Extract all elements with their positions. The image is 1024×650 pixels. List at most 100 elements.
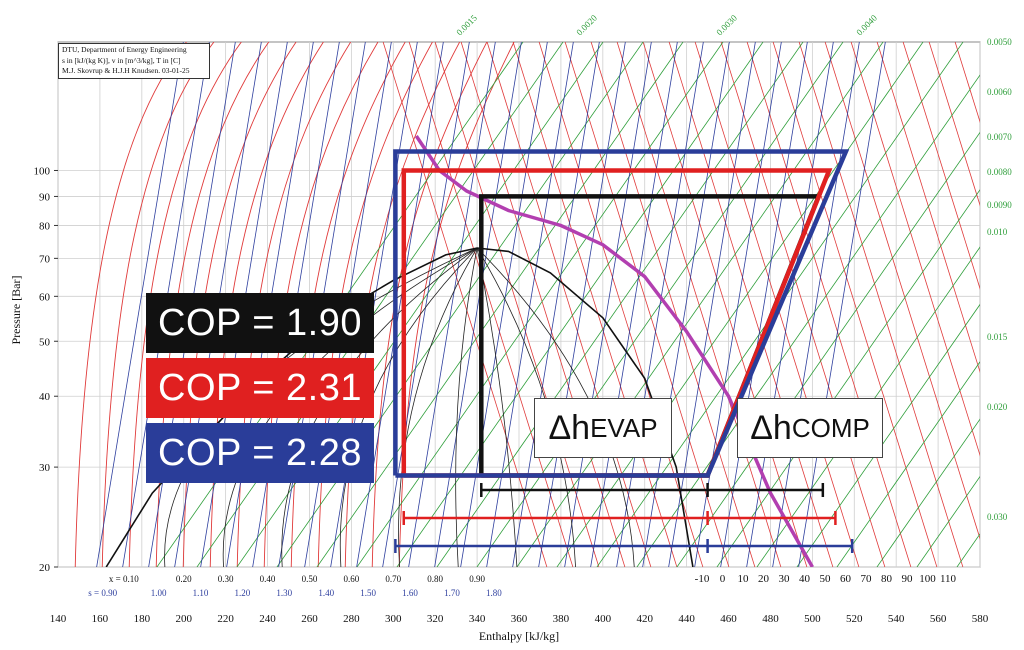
isochore-line [396,42,764,567]
y-tick-label: 50 [39,336,51,348]
isentrope-line [512,42,600,567]
quality-label: 0.20 [176,574,192,584]
isotherm-line [902,42,980,290]
top-volume-label: 0.0015 [454,12,479,37]
background-lines [74,42,980,567]
volume-label: 0.0050 [987,37,1012,47]
isochore-line [796,303,980,567]
isochore-line [516,42,884,567]
isochore-line [356,42,724,567]
x-tick-label: 460 [720,613,737,625]
quality-label: 0.40 [260,574,276,584]
isotherm-line [798,42,964,567]
y-tick-label: 90 [39,191,51,203]
isochore-line [916,475,980,567]
temperature-label: 0 [720,573,726,585]
x-tick-label: 220 [217,613,234,625]
isotherm-line [824,42,980,540]
isochore-line [316,42,684,567]
cop-label-red: COP = 2.31 [146,358,374,418]
entropy-label: 1.70 [444,588,460,598]
isentrope-line [330,42,418,567]
isochore-line [196,42,564,567]
isochore-line [716,189,980,567]
x-axis-label: Enthalpy [kJ/kg] [479,629,559,643]
isentrope-line [720,42,808,567]
enthalpy-bracket-2 [402,511,837,525]
isochore-line [876,418,980,567]
isentrope-line [434,42,522,567]
isotherm-line [668,42,834,567]
y-tick-label: 70 [39,253,51,265]
isentrope-line [538,42,626,567]
entropy-label: s = 0.90 [88,588,117,598]
isentrope-line [408,42,496,567]
info-line-1: DTU, Department of Energy Engineering [62,45,187,54]
volume-label: 0.020 [987,402,1008,412]
x-tick-label: 500 [804,613,821,625]
x-tick-label: 240 [259,613,276,625]
isentrope-line [564,42,652,567]
entropy-label: 1.50 [360,588,376,598]
isochore-line [236,42,604,567]
volume-label: 0.0090 [987,200,1012,210]
isochore-line [556,42,924,567]
temperature-label: 90 [902,573,914,585]
y-tick-label: 100 [34,165,51,177]
entropy-label: 1.40 [318,588,334,598]
isotherm-line [928,42,980,207]
isochore-line [836,361,980,567]
delta-h-comp-subscript: COMP [791,412,870,443]
y-tick-label: 60 [39,291,51,303]
temperature-label: 30 [779,573,791,585]
isotherm-line [642,42,808,567]
y-axis-label: Pressure [Bar] [9,276,23,345]
isotherm-line [746,42,912,567]
x-tick-label: 260 [301,613,318,625]
quality-label: 0.30 [218,574,234,584]
quality-label: 0.70 [385,574,401,584]
isotherm-line [486,42,652,567]
quality-label: 0.60 [343,574,359,584]
isotherm-line [460,42,626,567]
isentrope-line [642,42,730,567]
x-tick-label: 580 [972,613,989,625]
x-tick-label: 420 [636,613,653,625]
isentrope-line [460,42,548,567]
delta-h-evap-symbol: Δh [548,408,591,447]
temperature-label: 100 [919,573,936,585]
isentrope-line [746,42,834,567]
x-tick-label: 180 [134,613,151,625]
cop-label-blue: COP = 2.28 [146,423,374,483]
quality-label: 0.50 [302,574,318,584]
top-volume-label: 0.0040 [854,12,879,37]
quality-line [455,247,478,567]
x-tick-label: 280 [343,613,360,625]
isotherm-line [564,42,730,567]
cop-label-black: COP = 1.90 [146,293,374,353]
isotherm-line [876,42,980,374]
entropy-label: 1.20 [235,588,251,598]
delta-h-comp-box: Δh COMP [737,398,883,458]
volume-label: 0.0070 [987,132,1012,142]
top-volume-label: 0.0030 [714,12,739,37]
isotherm-line [408,42,574,567]
isentrope-line [382,42,470,567]
entropy-label: 1.80 [486,588,502,598]
isentrope-line [96,42,184,567]
chart-info-box: DTU, Department of Energy Engineering s … [58,43,210,79]
isochore-line [276,42,644,567]
temperature-label: 20 [758,573,770,585]
delta-h-evap-subscript: EVAP [590,412,658,443]
isentrope-line [798,42,886,567]
x-tick-label: 440 [678,613,695,625]
isochore-line [636,74,980,567]
x-tick-label: 140 [50,613,67,625]
temperature-label: 110 [940,573,957,585]
isentrope-line [668,42,756,567]
isotherm-line [512,42,678,567]
temperature-label: 80 [881,573,893,585]
cycle-path-3 [393,149,850,478]
x-tick-label: 560 [930,613,947,625]
isochore-line [676,131,980,567]
